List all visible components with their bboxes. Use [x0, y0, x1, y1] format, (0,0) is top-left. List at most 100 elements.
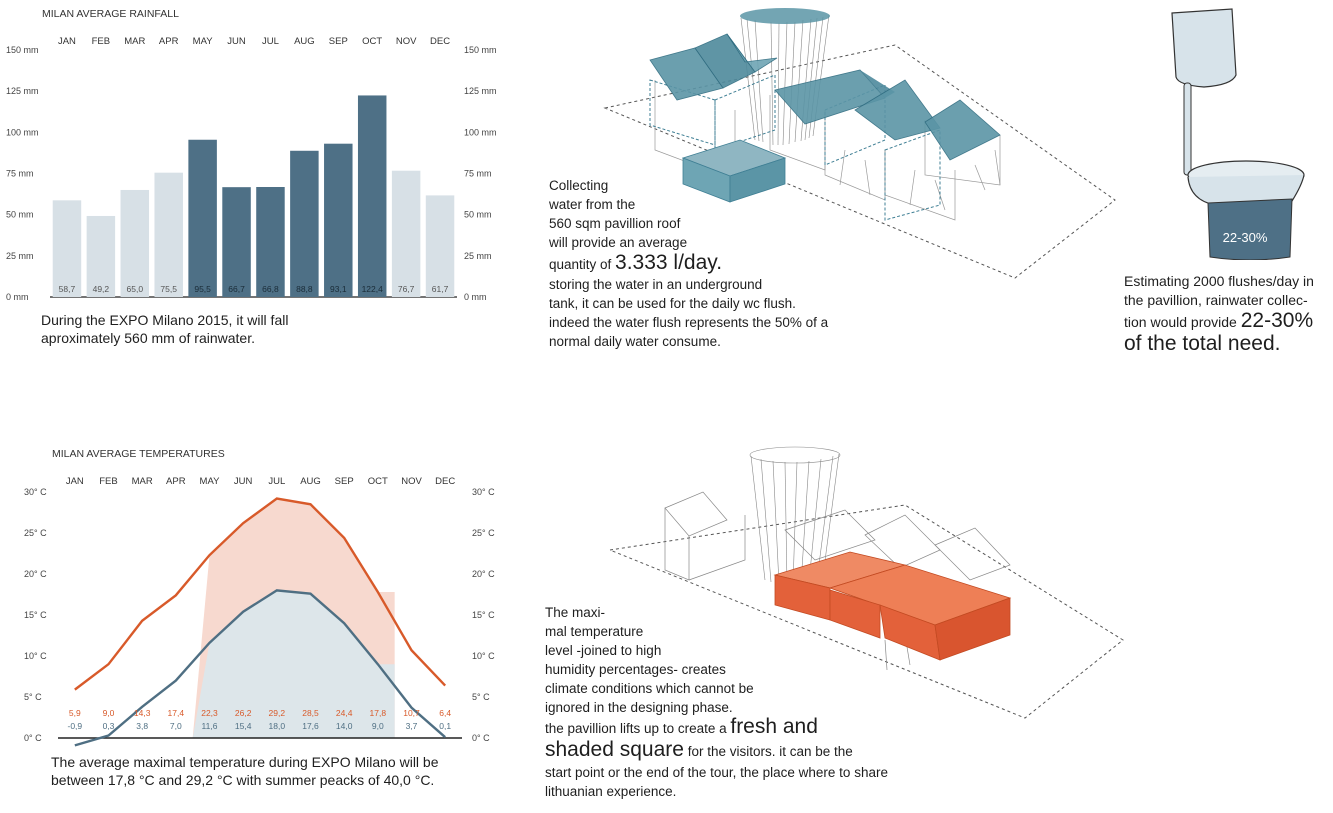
month-label: APR	[159, 36, 179, 47]
y-tick-label-right: 5° C	[472, 692, 490, 702]
pavilion-roof-water-diagram	[603, 8, 1116, 279]
y-tick-label-right: 25° C	[472, 528, 495, 538]
max-temp-value-label: 9,0	[103, 708, 115, 718]
heat-text-line: climate conditions which cannot be	[545, 681, 754, 696]
rainfall-value-label: 49,2	[93, 284, 110, 294]
toilet-base-fill	[1207, 198, 1293, 260]
heat-text-line: mal temperature	[545, 624, 644, 639]
min-temp-value-label: 18,0	[269, 721, 286, 731]
temperature-caption-line: between 17,8 °C and 29,2 °C with summer …	[51, 772, 435, 788]
water-text-line: 560 sqm pavillion roof	[549, 216, 681, 231]
month-label: MAR	[132, 476, 153, 487]
temperature-caption: The average maximal temperature during E…	[51, 753, 439, 789]
heat-text-suffix: for the visitors. it can be the	[683, 744, 853, 759]
toilet-fill-label: 22-30%	[1223, 230, 1268, 245]
max-temp-value-label: 28,5	[302, 708, 319, 718]
min-temp-value-label: 3,8	[136, 721, 148, 731]
water-quantity-prefix: quantity of	[549, 257, 616, 272]
rainfall-bar	[391, 170, 421, 297]
water-text-line: will provide an average	[549, 235, 688, 250]
rainfall-value-label: 122,4	[362, 284, 384, 294]
y-tick-label-left: 10° C	[24, 651, 47, 661]
water-text-line: storing the water in an underground	[549, 277, 763, 292]
toilet-pipe	[1183, 82, 1192, 176]
y-tick-label-right: 0° C	[472, 733, 490, 743]
water-collection-text: Collecting water from the 560 sqm pavill…	[549, 176, 828, 351]
min-temp-shaded-area	[192, 590, 395, 738]
max-temp-value-label: 10,7	[403, 708, 420, 718]
y-tick-label-right: 10° C	[472, 651, 495, 661]
max-temp-line	[74, 497, 447, 691]
heat-text-highlight: shaded square	[545, 738, 684, 761]
month-label: DEC	[435, 476, 455, 487]
month-label: APR	[166, 476, 186, 487]
rainfall-value-label: 93,1	[330, 284, 347, 294]
month-label: DEC	[430, 36, 450, 47]
y-tick-label-right: 75 mm	[464, 169, 492, 179]
heat-text-line: ignored in the designing phase.	[545, 700, 733, 715]
min-temp-value-label: 0,1	[439, 721, 451, 731]
min-temp-value-label: 0,3	[103, 721, 115, 731]
y-tick-label-left: 25° C	[24, 528, 47, 538]
flush-text-prefix: tion would provide	[1124, 314, 1241, 330]
water-quantity-value: 3.333 l/day.	[615, 251, 723, 274]
ground-plane-outline	[603, 44, 1116, 279]
rainfall-value-label: 61,7	[432, 284, 449, 294]
month-label: JAN	[66, 476, 84, 487]
water-tower-top	[740, 8, 830, 24]
flush-text-line: tion would provide 22-30%	[1124, 310, 1314, 333]
month-label: NOV	[396, 36, 417, 47]
rainfall-caption: During the EXPO Milano 2015, it will fal…	[41, 311, 288, 347]
rainfall-bar	[222, 187, 251, 297]
rainfall-caption-line: During the EXPO Milano 2015, it will fal…	[41, 312, 289, 328]
y-tick-label-right: 50 mm	[464, 210, 492, 220]
month-label: SEP	[329, 36, 348, 47]
rainfall-value-label: 66,7	[228, 284, 245, 294]
max-temp-value-label: 29,2	[269, 708, 286, 718]
toilet-illustration: 22-30%	[1171, 8, 1305, 260]
min-temp-value-label: 9,0	[372, 721, 384, 731]
y-tick-label-left: 0 mm	[6, 292, 29, 302]
rainfall-value-label: 65,0	[127, 284, 144, 294]
min-temp-line	[74, 589, 446, 747]
min-temp-value-label: -0,9	[68, 721, 83, 731]
y-tick-label-left: 150 mm	[6, 45, 39, 55]
rainfall-bar	[120, 189, 150, 297]
rainfall-bar	[324, 143, 353, 297]
month-label: AUG	[294, 36, 315, 47]
max-temp-value-label: 17,8	[370, 708, 387, 718]
month-label: SEP	[335, 476, 354, 487]
flush-total-need: of the total need.	[1124, 332, 1281, 355]
rainfall-bar	[52, 200, 82, 297]
temperature-caption-line: The average maximal temperature during E…	[51, 754, 439, 770]
y-tick-label-left: 20° C	[24, 569, 47, 579]
min-temp-value-label: 7,0	[170, 721, 182, 731]
heat-text-prefix: the pavillion lifts up to create a	[545, 721, 731, 736]
underground-tank	[681, 139, 787, 203]
rainfall-value-label: 75,5	[160, 284, 177, 294]
water-text-line: water from the	[549, 197, 636, 212]
shaded-square-volume	[773, 551, 1012, 661]
temperature-chart-title: MILAN AVERAGE TEMPERATURES	[52, 448, 225, 460]
month-label: JAN	[58, 36, 76, 47]
y-tick-label-right: 30° C	[472, 487, 495, 497]
month-label: NOV	[401, 476, 422, 487]
heat-text-line: start point or the end of the tour, the …	[545, 765, 888, 780]
heat-text-line: lithuanian experience.	[545, 784, 677, 799]
rainfall-bar	[188, 139, 217, 297]
water-tower	[749, 446, 841, 586]
rainfall-bar	[290, 150, 319, 297]
heat-text-line: shaded square for the visitors. it can b…	[545, 739, 888, 763]
month-label: MAR	[124, 36, 145, 47]
month-label: MAY	[193, 36, 214, 47]
rainfall-value-label: 95,5	[194, 284, 211, 294]
toilet-cistern	[1171, 8, 1237, 88]
max-temp-value-label: 24,4	[336, 708, 353, 718]
month-label: JUN	[227, 36, 246, 47]
house-wireframes	[664, 491, 1011, 671]
y-tick-label-right: 20° C	[472, 569, 495, 579]
y-tick-label-right: 0 mm	[464, 292, 487, 302]
y-tick-label-left: 75 mm	[6, 169, 34, 179]
month-label: FEB	[92, 36, 110, 47]
max-temp-value-label: 5,9	[69, 708, 81, 718]
